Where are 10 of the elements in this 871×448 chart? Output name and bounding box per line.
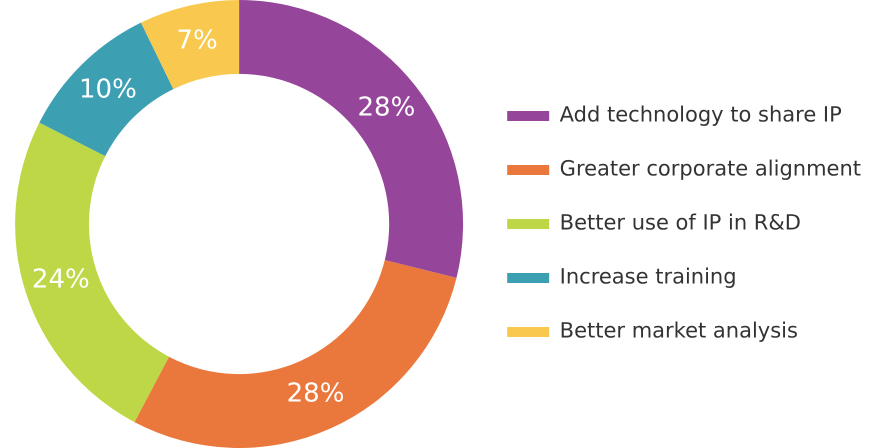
data-label: 7% (176, 25, 218, 56)
data-label: 28% (357, 92, 416, 122)
legend-label: Add technology to share IP (560, 102, 842, 126)
data-label: 28% (286, 378, 344, 408)
legend-label: Greater corporate alignment (560, 156, 862, 180)
data-label: 24% (32, 264, 90, 294)
legend-label: Better use of IP in R&D (560, 210, 801, 234)
data-label: 10% (79, 74, 137, 104)
legend-label: Better market analysis (560, 318, 798, 342)
legend-label: Increase training (560, 264, 737, 288)
